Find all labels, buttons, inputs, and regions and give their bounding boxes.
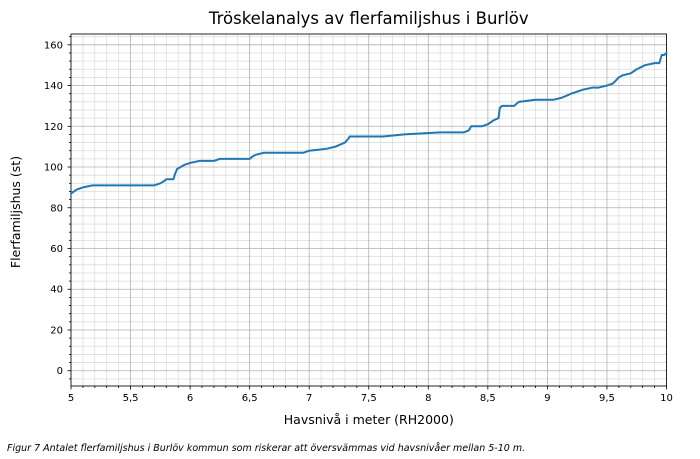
- x-tick-label: 9,5: [599, 393, 615, 404]
- x-tick-label: 6: [187, 393, 193, 404]
- x-axis-label: Havsnivå i meter (RH2000): [284, 412, 454, 427]
- x-tick-label: 6,5: [242, 393, 258, 404]
- y-tick-label: 40: [50, 285, 63, 296]
- chart-title: Tröskelanalys av flerfamiljshus i Burlöv: [208, 9, 529, 28]
- x-tick-label: 7: [306, 393, 312, 404]
- x-tick-label: 5,5: [123, 393, 139, 404]
- x-tick-label: 9: [544, 393, 550, 404]
- y-axis-label: Flerfamiljshus (st): [8, 156, 23, 268]
- x-tick-label: 8: [425, 393, 431, 404]
- x-tick-label: 7,5: [361, 393, 377, 404]
- y-tick-label: 80: [50, 203, 63, 214]
- y-tick-label: 60: [50, 244, 63, 255]
- axis-tick-labels: 5 5,5 6 6,5 7 7,5 8 8,5 9 9,5 10020406080100120140…: [44, 40, 673, 404]
- x-tick-label: 10: [660, 393, 673, 404]
- y-tick-label: 20: [50, 325, 63, 336]
- data-series-line: [70, 51, 668, 195]
- y-tick-label: 120: [44, 122, 63, 133]
- y-tick-label: 100: [44, 163, 63, 174]
- x-tick-label: 8,5: [480, 393, 496, 404]
- y-tick-label: 140: [44, 81, 63, 92]
- axis-ticks: [67, 36, 667, 390]
- x-tick-label: 5: [68, 393, 74, 404]
- figure-caption: Figur 7 Antalet flerfamiljshus i Burlöv …: [7, 443, 525, 454]
- y-tick-label: 160: [44, 40, 63, 51]
- y-tick-label: 0: [57, 366, 63, 377]
- gridlines-major: [70, 34, 667, 386]
